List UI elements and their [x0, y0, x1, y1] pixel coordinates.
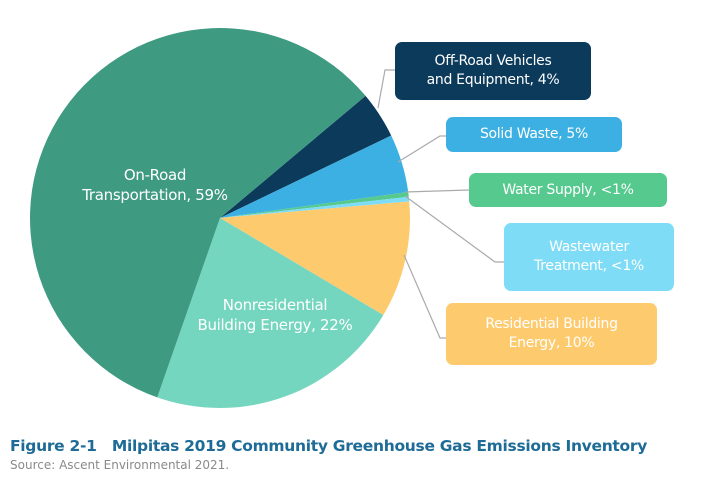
label-line: Water Supply, <1% — [502, 181, 634, 198]
label-line: Nonresidential — [222, 296, 328, 314]
pie-slice-2 — [220, 192, 409, 218]
leader-line-3 — [404, 195, 504, 263]
figure-source: Source: Ascent Environmental 2021. — [10, 458, 230, 472]
pie-slice-1 — [220, 135, 409, 218]
pie-slice-4 — [220, 201, 410, 316]
label-line: Building Energy, 22% — [197, 316, 353, 334]
pie-slice-6 — [30, 28, 366, 398]
label-line: Treatment, <1% — [534, 258, 644, 274]
label-line: and Equipment, 4% — [426, 72, 560, 88]
callout-residential: Residential Building Energy, 10% — [446, 303, 657, 365]
label-line: Off-Road Vehicles — [434, 53, 552, 69]
label-line: Wastewater — [549, 239, 629, 255]
label-line: Transportation, 59% — [82, 186, 228, 204]
pie-slice-3 — [220, 196, 410, 218]
callout-water-supply: Water Supply, <1% — [469, 173, 667, 207]
label-line: Residential Building — [485, 316, 618, 332]
label-nonresidential: Nonresidential Building Energy, 22% — [180, 295, 370, 335]
leader-line-2 — [404, 189, 470, 193]
leader-line-0 — [377, 69, 395, 109]
pie-slice-5 — [157, 218, 384, 408]
callout-solid-waste: Solid Waste, 5% — [446, 117, 622, 152]
pie-slice-0 — [220, 95, 392, 218]
callout-wastewater: Wastewater Treatment, <1% — [504, 223, 674, 291]
callout-off-road: Off-Road Vehicles and Equipment, 4% — [395, 42, 591, 100]
label-line: On-Road — [123, 166, 187, 184]
figure-title: Figure 2-1 Milpitas 2019 Community Green… — [10, 437, 648, 455]
label-line: Energy, 10% — [508, 335, 595, 351]
leader-line-4 — [403, 254, 446, 339]
label-on-road: On-Road Transportation, 59% — [70, 165, 240, 205]
leader-line-1 — [397, 135, 446, 163]
label-line: Solid Waste, 5% — [479, 126, 589, 142]
